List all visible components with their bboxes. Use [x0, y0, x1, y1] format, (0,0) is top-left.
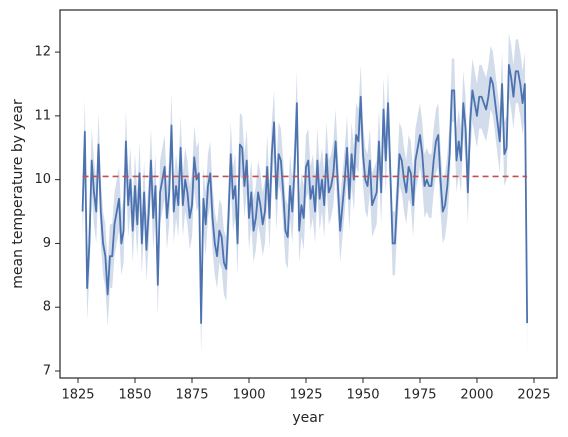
y-tick-label: 7 — [43, 363, 51, 378]
y-tick-label: 10 — [34, 172, 51, 187]
x-tick-label: 1825 — [61, 388, 94, 403]
plot-frame — [59, 9, 558, 379]
x-tick-label: 1950 — [346, 388, 379, 403]
y-tick-label: 9 — [43, 236, 51, 251]
y-tick-label: 11 — [34, 108, 51, 123]
x-tick-label: 1925 — [289, 388, 322, 403]
x-tick-label: 2000 — [460, 388, 493, 403]
x-tick-label: 1850 — [118, 388, 151, 403]
y-axis-label: mean temperature by year — [10, 99, 26, 289]
x-tick-label: 1975 — [403, 388, 436, 403]
x-tick-label: 2025 — [517, 388, 550, 403]
line — [81, 63, 529, 325]
x-tick-label: 1875 — [175, 388, 208, 403]
x-tick-label: 1900 — [232, 388, 265, 403]
x-axis-label: year — [292, 410, 323, 426]
y-tick-label: 12 — [34, 45, 51, 60]
y-tick-label: 8 — [43, 300, 51, 315]
